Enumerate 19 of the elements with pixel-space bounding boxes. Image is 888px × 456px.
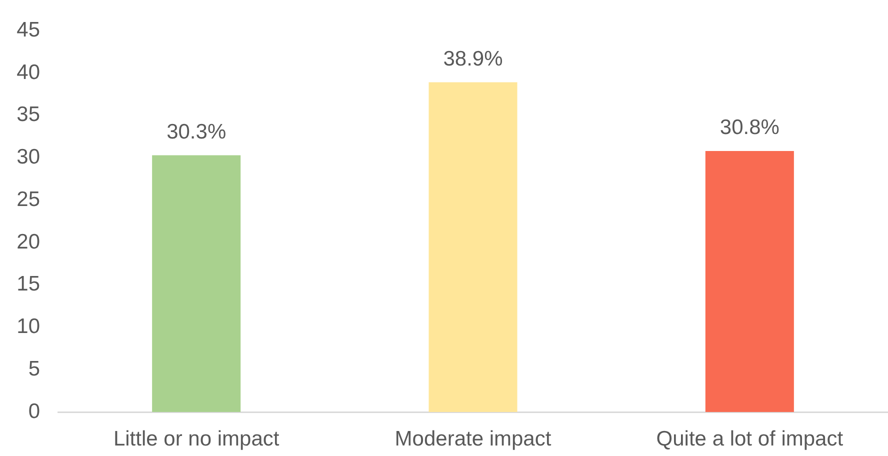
y-tick-label: 30 <box>16 146 40 169</box>
y-tick-label: 25 <box>16 188 40 211</box>
y-tick-label: 45 <box>16 18 40 42</box>
y-tick-label: 0 <box>28 400 40 423</box>
x-tick-label: Moderate impact <box>394 427 552 450</box>
y-tick-label: 40 <box>16 60 40 84</box>
y-tick-label: 5 <box>28 357 40 380</box>
y-tick-label: 15 <box>16 272 40 296</box>
data-label: 38.9% <box>443 48 503 71</box>
x-tick-label: Quite a lot of impact <box>656 427 844 450</box>
data-label: 30.8% <box>720 116 780 140</box>
x-tick-label: Little or no impact <box>113 427 280 450</box>
y-tick-label: 10 <box>16 315 40 338</box>
bar <box>428 82 518 412</box>
bar <box>705 150 794 412</box>
bar <box>152 155 241 412</box>
y-tick-label: 20 <box>16 230 40 254</box>
y-tick-label: 35 <box>16 103 40 126</box>
data-label: 30.3% <box>166 120 226 144</box>
